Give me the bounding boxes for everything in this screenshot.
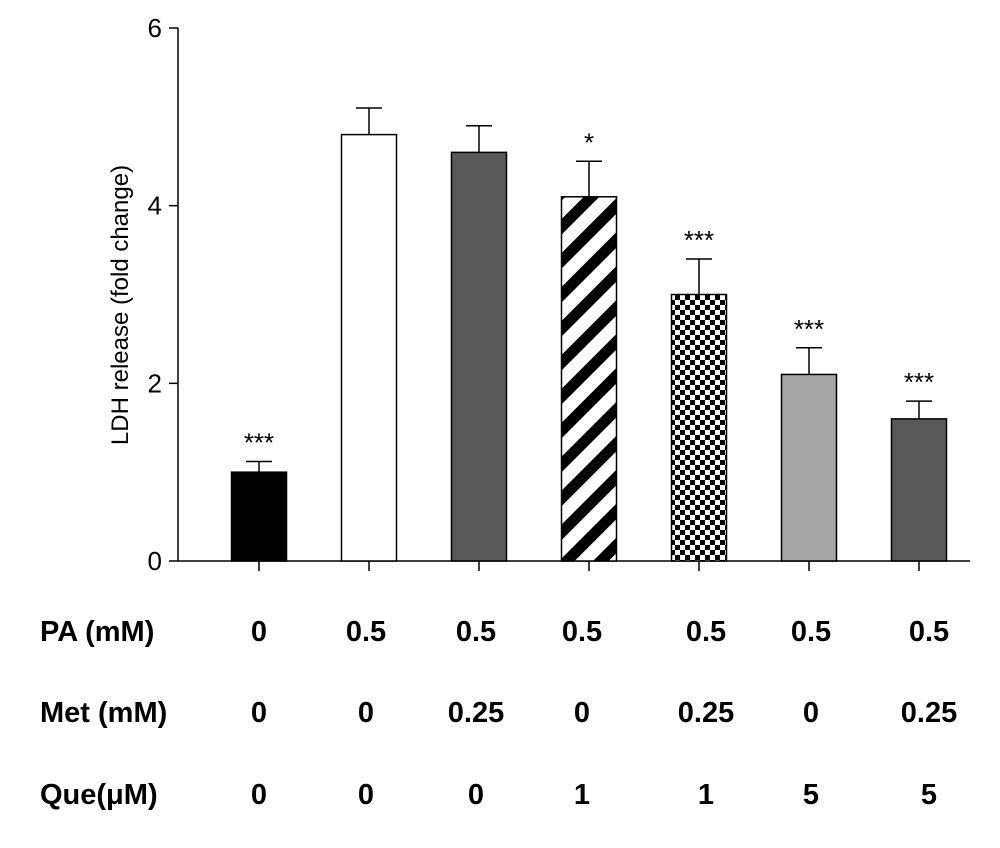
bar	[560, 196, 618, 562]
bar	[450, 151, 508, 562]
treatment-value: 0	[358, 779, 374, 811]
treatment-value: 0.5	[791, 616, 831, 648]
treatment-value: 0	[251, 697, 267, 729]
significance-label: ***	[684, 225, 714, 255]
y-tick-label: 6	[148, 13, 162, 43]
treatment-value: 0	[251, 616, 267, 648]
treatment-row-label: Que(μM)	[40, 779, 158, 811]
y-tick-label: 0	[148, 546, 162, 576]
treatment-value: 0.5	[346, 616, 386, 648]
significance-label: ***	[904, 367, 934, 397]
y-tick-label: 4	[148, 191, 162, 221]
treatment-value: 0.25	[901, 697, 957, 729]
treatment-value: 0	[803, 697, 819, 729]
significance-label: ***	[244, 428, 274, 458]
bar	[890, 418, 948, 562]
bar	[780, 373, 838, 562]
treatment-value: 0.5	[456, 616, 496, 648]
treatment-row-label: PA (mM)	[40, 616, 154, 648]
treatment-value: 0.5	[686, 616, 726, 648]
treatment-value: 5	[921, 779, 937, 811]
treatment-value: 1	[574, 779, 590, 811]
treatment-value: 0	[251, 779, 267, 811]
treatment-value: 0.5	[909, 616, 949, 648]
treatment-value: 1	[698, 779, 714, 811]
treatment-value: 0.25	[678, 697, 734, 729]
y-axis-label: LDH release (fold change)	[107, 165, 134, 445]
bar	[670, 293, 728, 562]
significance-label: *	[584, 127, 594, 157]
treatment-value: 0.25	[448, 697, 504, 729]
bar	[230, 471, 288, 562]
bar	[340, 133, 398, 562]
y-tick-label: 2	[148, 368, 162, 398]
treatment-value: 0.5	[562, 616, 602, 648]
treatment-value: 5	[803, 779, 819, 811]
significance-label: ***	[794, 314, 824, 344]
treatment-row-label: Met (mM)	[40, 697, 167, 729]
treatment-value: 0	[468, 779, 484, 811]
treatment-value: 0	[358, 697, 374, 729]
treatment-value: 0	[574, 697, 590, 729]
